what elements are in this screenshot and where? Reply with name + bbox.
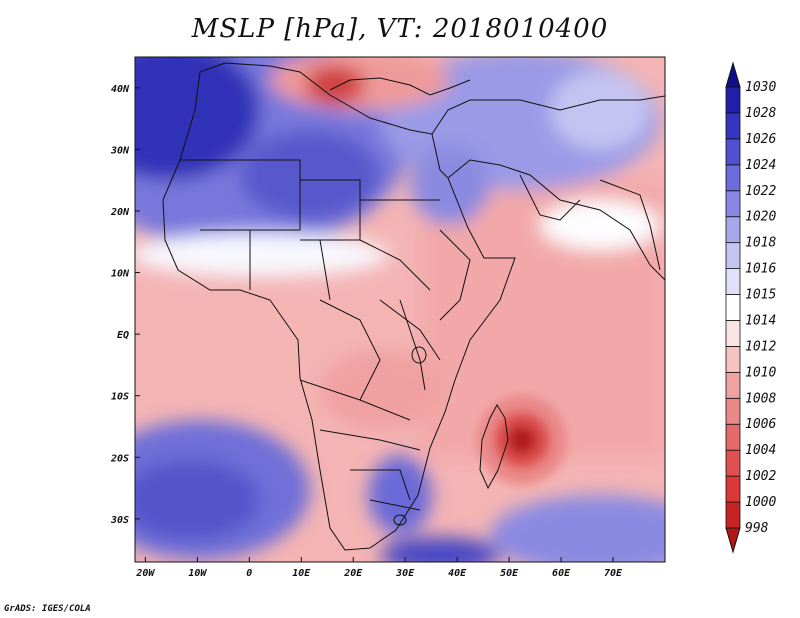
lat-tick-label: 40N <box>111 84 130 95</box>
colorbar-level-label: 1006 <box>745 417 776 432</box>
colorbar-bin <box>725 138 741 166</box>
colorbar-level-label: 1020 <box>745 210 776 225</box>
colorbar: 998 1000 1002 1004 1006 1008 1010 1012 1014 1015 1… <box>725 61 776 554</box>
colorbar-max-triangle <box>725 61 741 88</box>
credit-text: GrADS: IGES/COLA <box>4 604 91 614</box>
coastlines-and-borders <box>162 62 665 551</box>
colorbar-bin <box>725 242 741 269</box>
colorbar-level-label: 1028 <box>745 106 776 121</box>
colorbar-bin <box>725 423 741 451</box>
colorbar-bin <box>725 164 741 192</box>
colorbar-bin <box>725 346 741 373</box>
lon-tick-label: 40E <box>448 568 467 579</box>
colorbar-bin <box>725 397 741 425</box>
lon-tick-label: 70E <box>604 568 623 579</box>
colorbar-level-label: 1018 <box>745 236 776 251</box>
lon-tick-label: 10W <box>188 568 207 579</box>
colorbar-level-label: 1026 <box>745 132 776 147</box>
colorbar-level-label: 1010 <box>745 365 776 380</box>
lon-tick-label: 20W <box>135 568 155 579</box>
lat-tick-label: 10N <box>111 269 130 280</box>
map-frame <box>134 56 666 563</box>
colorbar-min-triangle <box>725 527 741 554</box>
colorbar-level-label: 1004 <box>745 443 776 458</box>
colorbar-bin <box>725 268 741 295</box>
pressure-field <box>135 57 665 562</box>
lon-tick-label: 50E <box>500 568 519 579</box>
colorbar-bin <box>725 112 741 140</box>
colorbar-level-label: 998 <box>745 521 769 536</box>
axis-ticks: 20W 10W 0 10E 20E 30E 40E 50E 60E 70E 40N 30N 20N 10N… <box>110 84 623 579</box>
colorbar-level-label: 1015 <box>745 288 776 303</box>
colorbar-level-label: 1014 <box>745 313 776 328</box>
lat-tick-label: 10S <box>111 392 129 403</box>
lat-tick-label: 20N <box>110 207 130 218</box>
colorbar-bin <box>725 86 741 114</box>
lat-tick-label: 30N <box>110 145 130 156</box>
colorbar-bin <box>725 294 741 321</box>
colorbar-bin <box>725 190 741 218</box>
colorbar-level-label: 1002 <box>745 469 776 484</box>
colorbar-level-label: 1008 <box>745 391 776 406</box>
colorbar-level-label: 1024 <box>745 158 776 173</box>
lat-tick-label: 20S <box>110 453 129 464</box>
lat-tick-label: EQ <box>117 330 129 341</box>
colorbar-bin <box>725 320 741 347</box>
colorbar-level-label: 1016 <box>745 262 776 277</box>
colorbar-bin <box>725 449 741 477</box>
chart-title: MSLP [hPa], VT: 2018010400 <box>191 14 609 44</box>
lon-tick-label: 20E <box>343 568 363 579</box>
colorbar-level-label: 1022 <box>745 184 776 199</box>
colorbar-bin <box>725 216 741 244</box>
colorbar-level-label: 1012 <box>745 339 776 354</box>
lon-tick-label: 10E <box>292 568 311 579</box>
lon-tick-label: 0 <box>246 568 252 579</box>
colorbar-bin <box>725 501 741 529</box>
colorbar-bin <box>725 475 741 503</box>
lon-tick-label: 60E <box>552 568 571 579</box>
colorbar-bin <box>725 371 741 399</box>
lat-tick-label: 30S <box>110 515 129 526</box>
lon-tick-label: 30E <box>395 568 415 579</box>
colorbar-level-label: 1000 <box>745 495 776 510</box>
colorbar-level-label: 1030 <box>745 80 776 95</box>
